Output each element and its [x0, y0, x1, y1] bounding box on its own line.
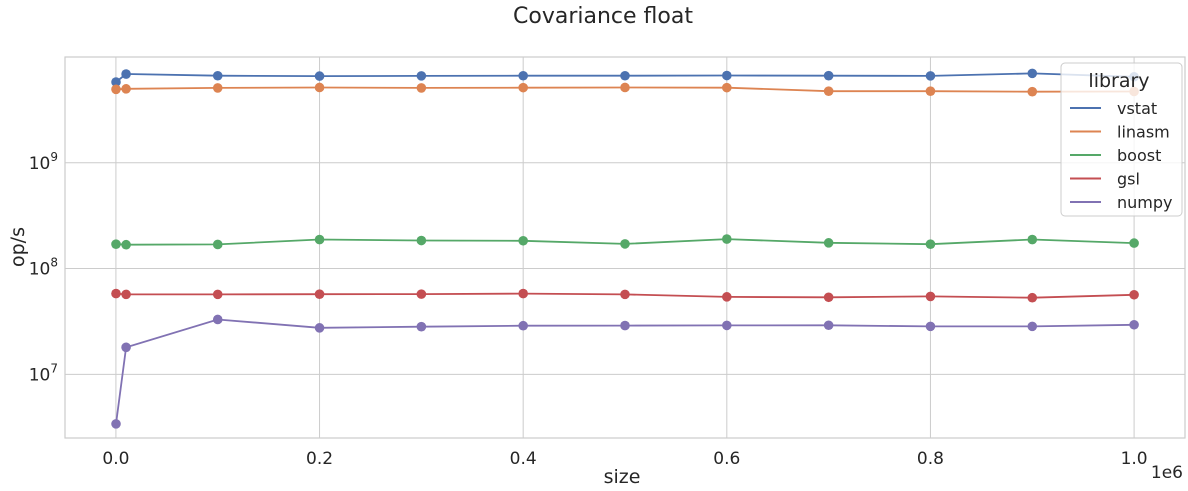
data-point-linasm [518, 82, 528, 93]
data-point-vstat [823, 70, 834, 81]
legend-label: boost [1117, 146, 1161, 165]
data-point-vstat [722, 70, 732, 81]
data-point-boost [1027, 234, 1038, 245]
legend-label: numpy [1117, 193, 1173, 212]
data-point-boost [518, 235, 528, 246]
data-point-vstat [416, 71, 427, 81]
data-point-numpy [823, 320, 834, 331]
series-line-boost [115, 238, 1135, 246]
series-linasm [111, 82, 1139, 97]
x-tick-label: 0.0 [102, 449, 129, 469]
data-point-vstat [1027, 68, 1038, 79]
data-point-linasm [212, 83, 223, 93]
data-point-gsl [121, 289, 131, 300]
data-point-boost [121, 239, 131, 250]
data-point-numpy [212, 314, 223, 325]
legend-title: library [1088, 70, 1149, 92]
data-point-boost [416, 235, 427, 246]
data-point-vstat [121, 69, 131, 79]
data-point-gsl [925, 291, 936, 302]
y-tick-labels: 107 108 109 [29, 150, 58, 386]
data-point-boost [823, 238, 834, 248]
x-tick-label: 0.2 [306, 449, 333, 469]
series-line-linasm [115, 86, 1135, 93]
data-point-boost [314, 234, 325, 245]
data-point-linasm [722, 82, 732, 93]
data-point-boost [722, 234, 732, 244]
legend-label: vstat [1117, 99, 1157, 118]
data-point-gsl [416, 289, 427, 299]
data-point-vstat [111, 77, 121, 87]
data-point-boost [925, 239, 936, 249]
data-point-numpy [416, 321, 427, 332]
legend-label: linasm [1117, 123, 1170, 142]
x-tick-label: 1.0 [1121, 449, 1148, 469]
data-point-gsl [1129, 289, 1139, 300]
data-point-boost [620, 239, 630, 249]
legend-item-vstat: vstat [1070, 99, 1157, 118]
chart-title: Covariance float [513, 4, 693, 29]
series-line-gsl [115, 292, 1135, 299]
data-point-numpy [518, 320, 528, 331]
data-point-numpy [620, 320, 630, 331]
series-line-vstat [115, 72, 1135, 83]
data-point-boost [111, 239, 121, 249]
plot-frame [64, 56, 1186, 439]
x-tick-label: 0.8 [917, 449, 944, 469]
data-point-gsl [518, 288, 528, 299]
data-point-gsl [111, 288, 121, 299]
y-tick-label: 109 [29, 150, 58, 174]
data-point-numpy [314, 323, 325, 333]
data-point-numpy [121, 342, 131, 353]
series-gsl [111, 288, 1139, 303]
legend-label: gsl [1117, 170, 1140, 189]
legend: library vstat linasm boost gsl numpy [1060, 62, 1183, 217]
data-point-linasm [416, 83, 427, 93]
data-point-gsl [722, 292, 732, 302]
data-point-vstat [212, 70, 223, 81]
series-line-numpy [115, 318, 1135, 425]
data-point-numpy [1027, 321, 1038, 332]
series-boost [111, 234, 1139, 250]
data-point-linasm [111, 84, 121, 95]
data-point-gsl [212, 289, 223, 300]
y-tick-label: 108 [29, 256, 58, 280]
x-tick-label: 0.6 [713, 449, 740, 469]
x-offset-label: 1e6 [1151, 463, 1183, 483]
series-vstat [111, 68, 1139, 87]
data-point-vstat [925, 71, 936, 81]
data-point-boost [212, 239, 223, 250]
legend-item-gsl: gsl [1070, 170, 1140, 189]
y-axis-label: op/s [7, 227, 29, 267]
x-axis-label: size [604, 466, 641, 488]
data-point-numpy [111, 419, 121, 429]
data-point-boost [1129, 238, 1139, 248]
legend-item-boost: boost [1070, 146, 1161, 165]
data-point-vstat [314, 71, 325, 81]
data-point-vstat [518, 70, 528, 81]
data-point-linasm [620, 82, 630, 93]
legend-item-linasm: linasm [1070, 123, 1170, 142]
data-point-linasm [121, 84, 131, 94]
legend-items: vstat linasm boost gsl numpy [1070, 99, 1173, 212]
data-point-linasm [823, 86, 834, 96]
data-point-linasm [314, 82, 325, 93]
x-tick-label: 0.4 [510, 449, 537, 469]
data-point-linasm [925, 86, 936, 96]
legend-item-numpy: numpy [1070, 193, 1173, 212]
x-tick-labels: 0.0 0.2 0.4 0.6 0.8 1.0 [102, 449, 1147, 469]
series-numpy [111, 314, 1139, 429]
data-point-numpy [1129, 319, 1139, 330]
data-point-linasm [1027, 86, 1038, 97]
data-point-gsl [823, 292, 834, 303]
data-point-numpy [722, 320, 732, 331]
series-layer [111, 68, 1139, 429]
data-point-gsl [314, 289, 325, 300]
data-point-numpy [925, 321, 936, 332]
data-point-gsl [620, 289, 630, 300]
data-point-gsl [1027, 292, 1038, 303]
y-tick-label: 107 [29, 361, 58, 385]
data-point-vstat [620, 70, 630, 81]
